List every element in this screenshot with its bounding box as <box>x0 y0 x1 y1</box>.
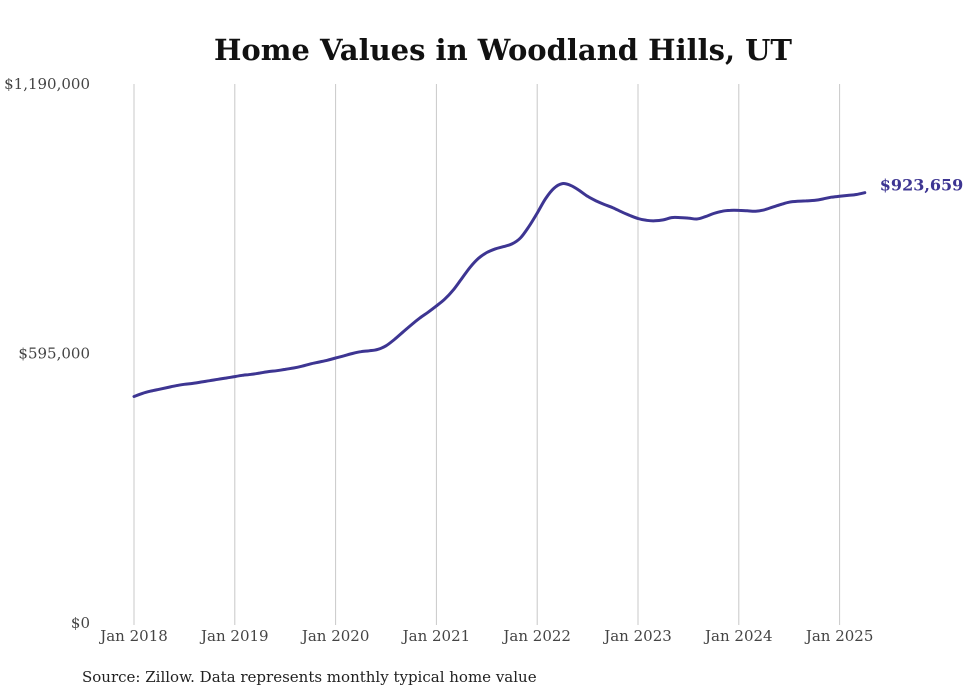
x-tick-label: Jan 2021 <box>401 627 471 645</box>
y-tick-label: $595,000 <box>18 345 90 363</box>
source-note: Source: Zillow. Data represents monthly … <box>82 668 537 686</box>
x-tick-label: Jan 2019 <box>199 627 269 645</box>
chart-title: Home Values in Woodland Hills, UT <box>214 33 792 67</box>
x-tick-label: Jan 2025 <box>804 627 874 645</box>
home-value-line <box>132 182 867 398</box>
y-tick-label: $0 <box>71 614 90 632</box>
y-axis-ticks: $0 $595,000 $1,190,000 <box>4 75 90 632</box>
latest-value-label: $923,659 <box>880 176 964 195</box>
x-tick-label: Jan 2018 <box>98 627 168 645</box>
x-tick-label: Jan 2022 <box>501 627 571 645</box>
x-axis-ticks: Jan 2018 Jan 2019 Jan 2020 Jan 2021 Jan 2022… <box>98 627 873 645</box>
y-tick-label: $1,190,000 <box>4 75 90 93</box>
x-tick-label: Jan 2023 <box>602 627 672 645</box>
x-tick-label: Jan 2024 <box>703 627 773 645</box>
x-tick-label: Jan 2020 <box>300 627 370 645</box>
grid-lines <box>133 84 841 625</box>
